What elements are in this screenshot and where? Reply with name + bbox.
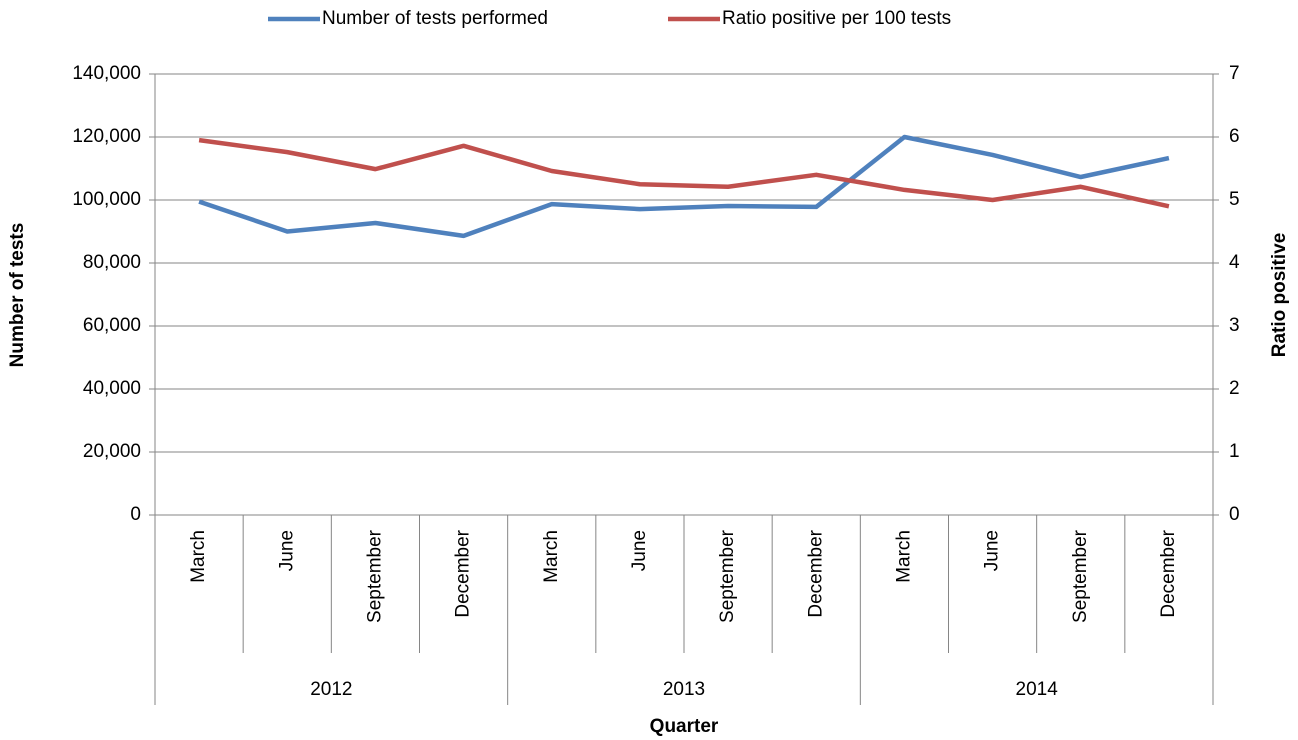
- y2-tick-label: 4: [1229, 252, 1240, 273]
- x-tick-label: June: [629, 530, 650, 571]
- y2-tick-label: 3: [1229, 315, 1240, 336]
- y2-tick-label: 5: [1229, 189, 1240, 210]
- y-tick-label: 140,000: [72, 63, 141, 84]
- x-tick-label: March: [188, 530, 209, 583]
- x-tick-label: December: [453, 529, 474, 617]
- y2-tick-label: 6: [1229, 126, 1240, 147]
- legend-label: Ratio positive per 100 tests: [722, 8, 951, 29]
- y-tick-label: 100,000: [72, 189, 141, 210]
- x-group-label: 2012: [310, 679, 352, 700]
- x-group-label: 2013: [663, 679, 705, 700]
- x-tick-label: September: [364, 529, 385, 623]
- x-axis-title: Quarter: [650, 716, 719, 737]
- x-tick-label: June: [982, 530, 1003, 571]
- y2-tick-label: 0: [1229, 504, 1240, 525]
- x-tick-label: March: [893, 530, 914, 583]
- y2-tick-label: 7: [1229, 63, 1240, 84]
- x-tick-label: December: [1158, 529, 1179, 617]
- series-line: [198, 137, 1170, 209]
- x-tick-label: March: [541, 530, 562, 583]
- x-tick-label: September: [717, 529, 738, 623]
- y2-tick-label: 2: [1229, 378, 1240, 399]
- y-tick-label: 80,000: [83, 252, 141, 273]
- y-axis-title: Number of tests: [7, 223, 28, 368]
- y2-tick-label: 1: [1229, 441, 1240, 462]
- legend-label: Number of tests performed: [322, 8, 548, 29]
- y-tick-label: 0: [130, 504, 141, 525]
- x-tick-label: September: [1070, 529, 1091, 623]
- x-group-label: 2014: [1016, 679, 1059, 700]
- y-tick-label: 20,000: [83, 441, 141, 462]
- y-tick-label: 120,000: [72, 126, 141, 147]
- series-line: [198, 134, 1170, 239]
- y2-axis-title: Ratio positive: [1269, 233, 1290, 358]
- x-tick-label: December: [805, 529, 826, 617]
- y-tick-label: 40,000: [83, 378, 141, 399]
- y-tick-label: 60,000: [83, 315, 141, 336]
- x-tick-label: June: [276, 530, 297, 571]
